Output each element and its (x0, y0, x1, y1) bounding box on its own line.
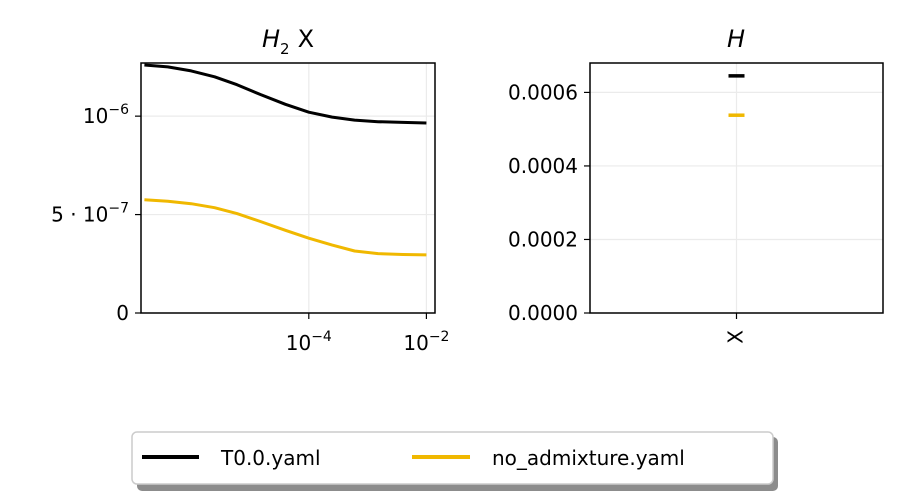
legend: T0.0.yaml no_admixture.yaml (131, 431, 778, 491)
panel-h-title: H (727, 25, 745, 53)
panel-h2x-grid (141, 63, 435, 313)
panel-h2x-title-sub: 2 (280, 40, 290, 58)
panel-h2x-lines (144, 63, 427, 257)
x-tick-label: 10−4 (286, 329, 332, 355)
x-tick-label: X (724, 330, 748, 344)
y-tick-label: 0 (116, 301, 129, 325)
panel-h: X 0.0000 0.0002 0.0004 0.0006 H (508, 25, 884, 344)
panel-h2x-frame (140, 62, 436, 314)
panel-h2x-title-suffix: X (298, 25, 314, 53)
panel-h-grid (590, 63, 883, 313)
x-tick-label: 10−2 (403, 329, 449, 355)
panel-h2x-ticks: 10−4 10−2 0 5 · 10−7 10−6 (51, 102, 449, 355)
panel-h2x-title: H2 X (262, 25, 314, 58)
y-tick-label: 0.0002 (508, 227, 578, 251)
y-tick-label: 0.0006 (508, 80, 578, 104)
y-tick-label: 10−6 (83, 102, 129, 128)
panel-h2x: 10−4 10−2 0 5 · 10−7 10−6 H2 X (51, 25, 449, 355)
panel-h-marks (728, 74, 745, 117)
legend-label-t0: T0.0.yaml (220, 446, 321, 470)
legend-label-no-admixture: no_admixture.yaml (492, 446, 685, 470)
y-tick-label: 0.0000 (508, 301, 578, 325)
panel-h2x-title-main: H (262, 25, 280, 53)
panel-h2x-background (141, 63, 435, 313)
series-line-t0 (144, 63, 427, 125)
y-tick-label: 0.0004 (508, 154, 578, 178)
y-tick-label: 5 · 10−7 (51, 201, 129, 227)
series-line-no-admixture (144, 198, 427, 257)
panel-h-ticks: X 0.0000 0.0002 0.0004 0.0006 (508, 80, 747, 343)
